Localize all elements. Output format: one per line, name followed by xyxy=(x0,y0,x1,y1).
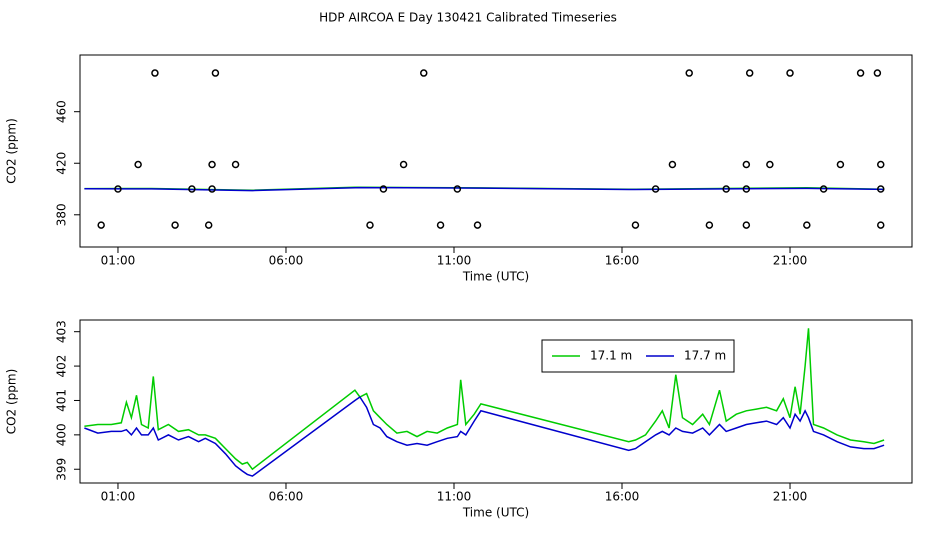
point xyxy=(836,160,845,169)
point xyxy=(134,160,142,169)
plot-box xyxy=(79,319,913,484)
point xyxy=(876,221,885,229)
x-axis-label: Time (UTC) xyxy=(462,270,529,284)
point xyxy=(436,221,445,229)
point xyxy=(631,221,640,229)
point xyxy=(856,69,865,77)
point xyxy=(208,185,216,193)
y-tick-label: 402 xyxy=(55,355,69,378)
plot-box xyxy=(79,54,913,248)
point xyxy=(399,160,408,169)
point xyxy=(651,185,660,193)
point xyxy=(211,69,220,77)
point xyxy=(114,185,122,193)
point xyxy=(420,69,428,77)
point xyxy=(208,160,216,169)
series-line xyxy=(84,395,885,477)
point xyxy=(722,185,730,193)
x-tick-label: 06:00 xyxy=(269,254,304,268)
y-tick-label: 401 xyxy=(55,389,69,412)
point xyxy=(873,69,882,77)
point xyxy=(819,185,828,193)
point xyxy=(742,185,751,193)
x-tick-label: 21:00 xyxy=(773,490,808,504)
x-tick-label: 16:00 xyxy=(605,254,640,268)
legend-label: 17.1 m xyxy=(590,349,632,363)
point xyxy=(705,221,714,229)
point xyxy=(745,69,754,77)
y-tick-label: 400 xyxy=(55,423,69,446)
point xyxy=(876,160,885,169)
point xyxy=(685,69,693,77)
point xyxy=(668,160,677,169)
y-tick-label: 420 xyxy=(55,152,69,175)
x-tick-label: 01:00 xyxy=(101,254,136,268)
point xyxy=(473,221,482,229)
x-tick-label: 16:00 xyxy=(605,490,640,504)
series-line xyxy=(84,328,885,471)
series-line xyxy=(84,186,885,192)
point xyxy=(786,69,794,77)
y-axis-label: CO2 (ppm) xyxy=(5,118,19,184)
y-tick-label: 380 xyxy=(55,203,69,226)
point xyxy=(171,221,179,229)
point xyxy=(876,185,885,193)
point xyxy=(231,160,240,169)
y-tick-label: 403 xyxy=(55,320,69,343)
x-tick-label: 11:00 xyxy=(437,490,472,504)
point xyxy=(766,160,774,169)
x-tick-label: 06:00 xyxy=(269,490,304,504)
point xyxy=(742,221,751,229)
x-tick-label: 21:00 xyxy=(773,254,808,268)
point xyxy=(803,221,811,229)
chart-title: HDP AIRCOA E Day 130421 Calibrated Times… xyxy=(319,11,617,25)
legend-label: 17.7 m xyxy=(684,349,726,363)
x-tick-label: 11:00 xyxy=(437,254,472,268)
x-tick-label: 01:00 xyxy=(101,490,136,504)
point xyxy=(151,69,159,77)
y-tick-label: 460 xyxy=(55,100,69,123)
point xyxy=(379,185,388,193)
y-axis-label: CO2 (ppm) xyxy=(5,369,19,435)
x-axis-label: Time (UTC) xyxy=(462,506,529,520)
point xyxy=(742,160,751,169)
point xyxy=(366,221,374,229)
point xyxy=(97,221,105,229)
point xyxy=(204,221,213,229)
point xyxy=(188,185,196,193)
point xyxy=(453,185,462,193)
y-tick-label: 399 xyxy=(55,458,69,481)
